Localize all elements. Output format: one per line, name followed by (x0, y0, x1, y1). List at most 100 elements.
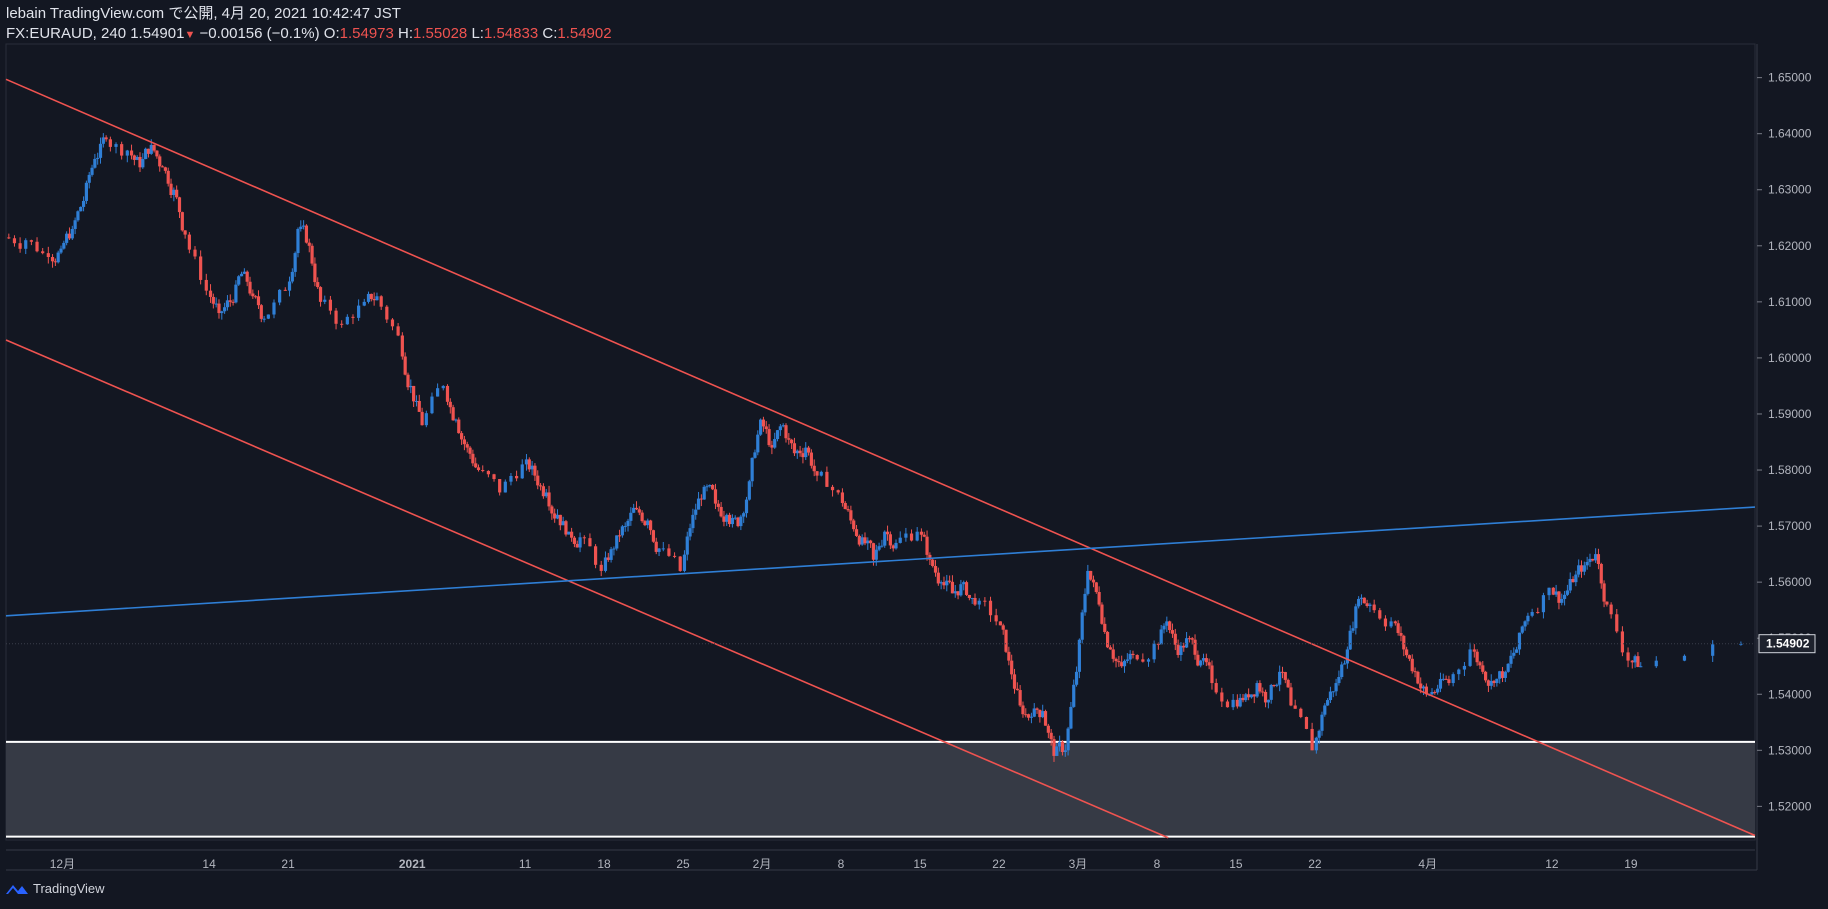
candle-body (245, 271, 249, 282)
candle-body (323, 299, 327, 302)
candle-body (59, 248, 63, 253)
candle-body (1396, 623, 1400, 634)
candle-body (1278, 671, 1282, 685)
candle-body (998, 621, 1002, 626)
candle-body (108, 139, 112, 147)
candle-body (1146, 659, 1151, 662)
candle-body (152, 144, 156, 151)
candle-body (846, 509, 850, 511)
candle-body (486, 470, 490, 475)
candle-body (950, 581, 955, 594)
candle-body (787, 438, 791, 440)
candle-body (1340, 664, 1344, 677)
candle-body (750, 457, 754, 482)
candle-body (773, 439, 777, 448)
candle-body (1615, 614, 1619, 632)
footer-brand[interactable]: TradingView (5, 881, 105, 896)
candle-body (1359, 597, 1364, 599)
candle-body (334, 310, 338, 324)
price-tick-label: 1.56000 (1768, 575, 1812, 589)
candle-body (465, 444, 469, 448)
candle-body (1255, 683, 1259, 697)
candle-body (1351, 628, 1355, 631)
candle-body (1626, 652, 1630, 661)
candle-body (1094, 582, 1098, 592)
candle-body (225, 300, 230, 308)
candle-body (964, 582, 969, 595)
candle-body (46, 253, 50, 258)
candle-body (812, 465, 816, 472)
candle-body (93, 158, 97, 168)
candle-body (863, 537, 867, 544)
candle-body (1560, 598, 1564, 603)
candle-body (114, 144, 118, 147)
candle-body (764, 426, 768, 430)
candle-body (1220, 692, 1224, 702)
candle-body (468, 447, 472, 454)
candle-body (1184, 638, 1189, 648)
candle-body (299, 226, 303, 229)
trend-line-1 (5, 78, 1756, 837)
candle-body (1365, 603, 1369, 607)
candle-body (1486, 680, 1491, 686)
candle-body (1551, 587, 1555, 595)
candle-body (187, 234, 191, 250)
candle-body (366, 293, 371, 302)
candle-body (1269, 684, 1273, 700)
candle-body (462, 439, 467, 445)
candle-body (948, 580, 952, 582)
candle-body (857, 535, 861, 545)
candle-body (1100, 604, 1104, 624)
candle-body (266, 314, 270, 319)
candle-body (163, 167, 167, 171)
candle-body (183, 230, 187, 235)
candle-body (101, 137, 105, 144)
candle-body (87, 174, 91, 183)
candle-body (457, 419, 461, 434)
candle-body (73, 220, 77, 229)
candle-body (172, 189, 176, 195)
plot-area (5, 43, 1756, 841)
candle-body (1235, 699, 1239, 707)
candle-body (403, 356, 407, 375)
candle-body (1111, 649, 1115, 659)
candle-body (1289, 687, 1293, 706)
candle-body (1122, 660, 1127, 667)
candle-body (70, 228, 74, 239)
candle-body (1582, 565, 1586, 572)
candle-body (1201, 658, 1206, 661)
candle-body (815, 471, 819, 476)
candle-body (228, 300, 232, 302)
candle-body (199, 256, 203, 280)
candle-body (730, 517, 734, 525)
candle-body (1383, 618, 1388, 627)
candle-body (160, 166, 165, 168)
candle-body (135, 156, 139, 160)
candle-body (1342, 663, 1347, 665)
candle-body (727, 514, 732, 525)
candle-body (925, 536, 929, 555)
candle-body (1049, 732, 1053, 740)
candle-body (1348, 630, 1352, 650)
candle-body (1080, 612, 1084, 640)
candle-body (132, 155, 136, 160)
candle-body (1605, 601, 1609, 605)
candle-body (1162, 625, 1166, 630)
time-tick-label: 12 (1545, 857, 1559, 871)
candle-body (76, 211, 80, 221)
time-tick-label: 2月 (753, 857, 772, 871)
high-label: H: (398, 25, 414, 42)
candle-body (35, 241, 39, 252)
candle-body (836, 490, 840, 493)
candle-body (1495, 678, 1499, 684)
candle-body (705, 486, 709, 488)
candle-body (492, 474, 496, 480)
candle-body (96, 157, 100, 159)
candle-body (790, 439, 794, 444)
candle-body (259, 305, 263, 319)
candle-body (1266, 699, 1270, 703)
candle-body (302, 225, 306, 227)
candle-body (1682, 655, 1687, 661)
candle-body (1086, 570, 1090, 594)
